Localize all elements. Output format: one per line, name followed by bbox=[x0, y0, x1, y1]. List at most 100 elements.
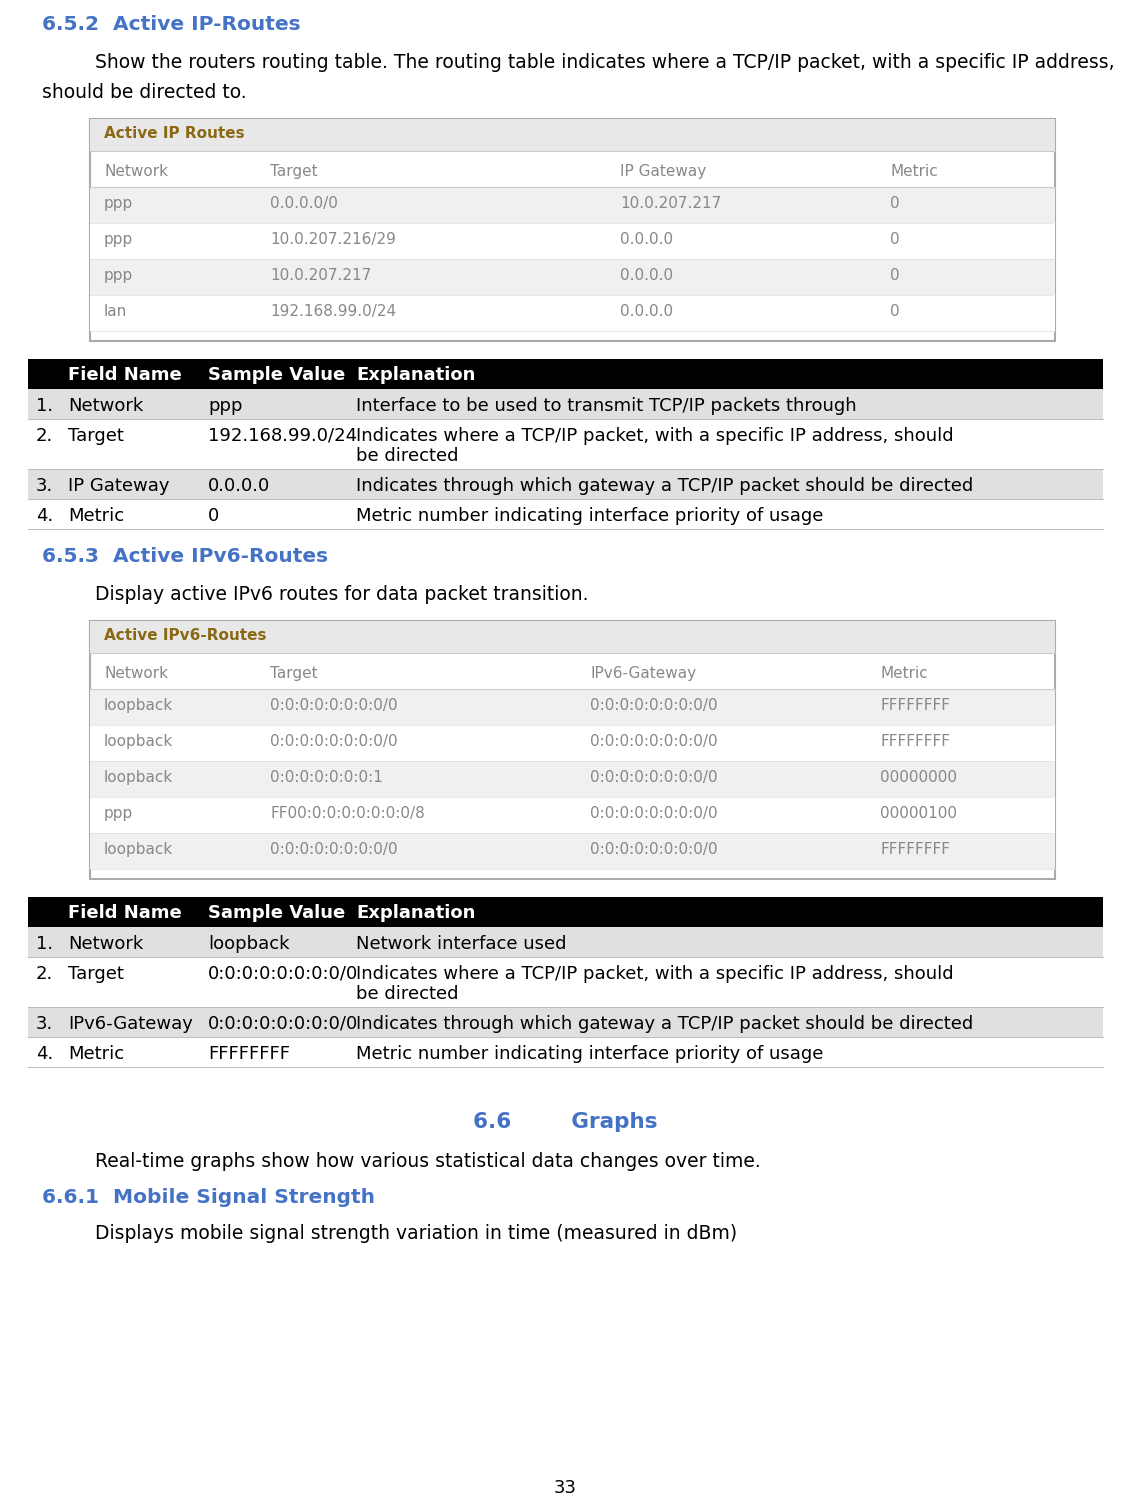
Text: 0:0:0:0:0:0:0:0/0: 0:0:0:0:0:0:0:0/0 bbox=[590, 842, 718, 857]
Text: 0: 0 bbox=[890, 268, 899, 283]
Text: 10.0.207.217: 10.0.207.217 bbox=[620, 196, 722, 211]
Text: Active IPv6-Routes: Active IPv6-Routes bbox=[104, 628, 267, 643]
Bar bbox=[90, 119, 1055, 341]
Bar bbox=[28, 389, 1103, 419]
Text: Metric number indicating interface priority of usage: Metric number indicating interface prior… bbox=[356, 506, 823, 524]
Bar bbox=[90, 119, 1055, 151]
Bar bbox=[90, 621, 1055, 879]
Text: IP Gateway: IP Gateway bbox=[68, 478, 170, 494]
Text: 3.: 3. bbox=[36, 1016, 53, 1032]
Text: Indicates through which gateway a TCP/IP packet should be directed: Indicates through which gateway a TCP/IP… bbox=[356, 478, 974, 494]
Text: Indicates where a TCP/IP packet, with a specific IP address, should: Indicates where a TCP/IP packet, with a … bbox=[356, 964, 953, 983]
Text: 6.6        Graphs: 6.6 Graphs bbox=[473, 1112, 658, 1132]
Text: Metric: Metric bbox=[890, 164, 938, 179]
Text: FFFFFFFF: FFFFFFFF bbox=[880, 842, 950, 857]
Bar bbox=[90, 797, 1055, 833]
Bar bbox=[28, 469, 1103, 499]
Text: 4.: 4. bbox=[36, 506, 53, 524]
Text: ppp: ppp bbox=[104, 196, 133, 211]
Text: 0.0.0.0: 0.0.0.0 bbox=[620, 232, 673, 247]
Bar bbox=[90, 689, 1055, 725]
Bar bbox=[90, 621, 1055, 653]
Bar bbox=[90, 295, 1055, 332]
Text: Network: Network bbox=[68, 934, 144, 952]
Text: Displays mobile signal strength variation in time (measured in dBm): Displays mobile signal strength variatio… bbox=[95, 1224, 737, 1243]
Text: 10.0.207.216/29: 10.0.207.216/29 bbox=[270, 232, 396, 247]
Bar bbox=[90, 223, 1055, 259]
Text: 0.0.0.0: 0.0.0.0 bbox=[620, 268, 673, 283]
Text: ppp: ppp bbox=[104, 232, 133, 247]
Text: Network: Network bbox=[104, 164, 169, 179]
Text: 2.: 2. bbox=[36, 426, 53, 445]
Text: Sample Value: Sample Value bbox=[208, 366, 345, 384]
Text: Sample Value: Sample Value bbox=[208, 904, 345, 922]
Text: Metric number indicating interface priority of usage: Metric number indicating interface prior… bbox=[356, 1044, 823, 1062]
Text: Field Name: Field Name bbox=[68, 366, 182, 384]
Bar bbox=[90, 833, 1055, 870]
Text: FFFFFFFF: FFFFFFFF bbox=[880, 734, 950, 749]
Text: should be directed to.: should be directed to. bbox=[42, 83, 247, 102]
Text: 0:0:0:0:0:0:0:0/0: 0:0:0:0:0:0:0:0/0 bbox=[208, 1016, 359, 1032]
Text: 2.: 2. bbox=[36, 964, 53, 983]
Bar bbox=[28, 1007, 1103, 1037]
Text: 3.: 3. bbox=[36, 478, 53, 494]
Text: Metric: Metric bbox=[68, 506, 124, 524]
Text: loopback: loopback bbox=[104, 842, 173, 857]
Text: 1.: 1. bbox=[36, 396, 53, 414]
Text: Interface to be used to transmit TCP/IP packets through: Interface to be used to transmit TCP/IP … bbox=[356, 396, 856, 414]
Bar bbox=[28, 927, 1103, 957]
Text: Display active IPv6 routes for data packet transition.: Display active IPv6 routes for data pack… bbox=[95, 585, 588, 604]
Text: Network: Network bbox=[68, 396, 144, 414]
Bar bbox=[28, 957, 1103, 1007]
Text: ppp: ppp bbox=[208, 396, 242, 414]
Text: 0:0:0:0:0:0:0:1: 0:0:0:0:0:0:0:1 bbox=[270, 770, 383, 785]
Text: 10.0.207.217: 10.0.207.217 bbox=[270, 268, 371, 283]
Text: 0: 0 bbox=[890, 196, 899, 211]
Text: 0.0.0.0/0: 0.0.0.0/0 bbox=[270, 196, 338, 211]
Text: 192.168.99.0/24: 192.168.99.0/24 bbox=[270, 304, 396, 319]
Text: be directed: be directed bbox=[356, 986, 458, 1004]
Text: ppp: ppp bbox=[104, 806, 133, 821]
Text: IPv6-Gateway: IPv6-Gateway bbox=[590, 666, 696, 681]
Text: 0.0.0.0: 0.0.0.0 bbox=[620, 304, 673, 319]
Bar bbox=[90, 259, 1055, 295]
Text: loopback: loopback bbox=[104, 770, 173, 785]
Text: Field Name: Field Name bbox=[68, 904, 182, 922]
Text: Network: Network bbox=[104, 666, 169, 681]
Text: 0:0:0:0:0:0:0:0/0: 0:0:0:0:0:0:0:0/0 bbox=[590, 698, 718, 713]
Text: Metric: Metric bbox=[880, 666, 927, 681]
Text: 6.5.3  Active IPv6-Routes: 6.5.3 Active IPv6-Routes bbox=[42, 547, 328, 567]
Text: Target: Target bbox=[68, 964, 124, 983]
Text: 0.0.0.0: 0.0.0.0 bbox=[208, 478, 270, 494]
Text: FF00:0:0:0:0:0:0:0/8: FF00:0:0:0:0:0:0:0/8 bbox=[270, 806, 425, 821]
Bar bbox=[90, 761, 1055, 797]
Text: Active IP Routes: Active IP Routes bbox=[104, 127, 244, 142]
Text: 0:0:0:0:0:0:0:0/0: 0:0:0:0:0:0:0:0/0 bbox=[590, 770, 718, 785]
Text: Explanation: Explanation bbox=[356, 904, 475, 922]
Text: 4.: 4. bbox=[36, 1044, 53, 1062]
Text: IP Gateway: IP Gateway bbox=[620, 164, 706, 179]
Text: Indicates where a TCP/IP packet, with a specific IP address, should: Indicates where a TCP/IP packet, with a … bbox=[356, 426, 953, 445]
Text: loopback: loopback bbox=[208, 934, 290, 952]
Text: Show the routers routing table. The routing table indicates where a TCP/IP packe: Show the routers routing table. The rout… bbox=[95, 53, 1115, 72]
Text: 192.168.99.0/24: 192.168.99.0/24 bbox=[208, 426, 357, 445]
Text: 00000100: 00000100 bbox=[880, 806, 957, 821]
Text: Target: Target bbox=[270, 164, 318, 179]
Text: Metric: Metric bbox=[68, 1044, 124, 1062]
Text: 0:0:0:0:0:0:0:0/0: 0:0:0:0:0:0:0:0/0 bbox=[270, 734, 398, 749]
Text: 0: 0 bbox=[208, 506, 219, 524]
Text: 0:0:0:0:0:0:0:0/0: 0:0:0:0:0:0:0:0/0 bbox=[270, 842, 398, 857]
Text: 0:0:0:0:0:0:0:0/0: 0:0:0:0:0:0:0:0/0 bbox=[270, 698, 398, 713]
Text: Real-time graphs show how various statistical data changes over time.: Real-time graphs show how various statis… bbox=[95, 1151, 761, 1171]
Text: Explanation: Explanation bbox=[356, 366, 475, 384]
Text: 0:0:0:0:0:0:0:0/0: 0:0:0:0:0:0:0:0/0 bbox=[208, 964, 359, 983]
Bar bbox=[90, 187, 1055, 223]
Bar bbox=[90, 725, 1055, 761]
Bar bbox=[28, 359, 1103, 389]
Text: IPv6-Gateway: IPv6-Gateway bbox=[68, 1016, 193, 1032]
Text: 0: 0 bbox=[890, 304, 899, 319]
Text: 0: 0 bbox=[890, 232, 899, 247]
Bar bbox=[28, 897, 1103, 927]
Text: ppp: ppp bbox=[104, 268, 133, 283]
Text: Target: Target bbox=[270, 666, 318, 681]
